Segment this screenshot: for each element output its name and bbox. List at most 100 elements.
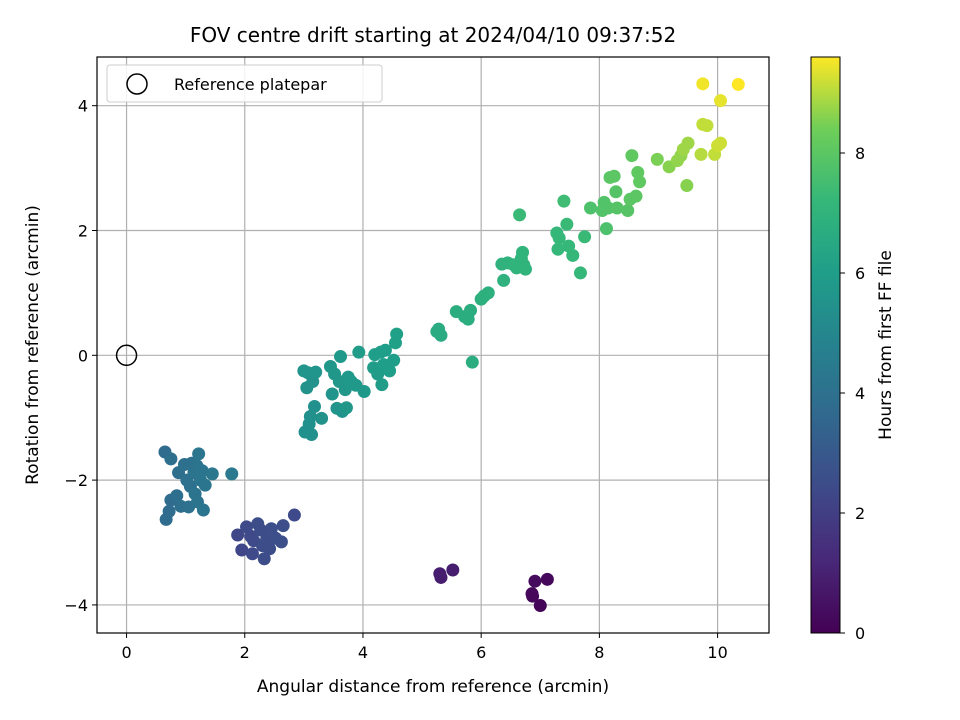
reference-point-layer xyxy=(115,344,138,367)
data-point xyxy=(339,401,353,415)
data-point xyxy=(714,94,728,108)
y-tick-label: −2 xyxy=(64,471,88,490)
data-point xyxy=(573,266,587,280)
data-point xyxy=(610,201,624,215)
data-point xyxy=(309,365,323,379)
data-point xyxy=(533,599,547,613)
data-point xyxy=(287,508,301,522)
colorbar-tick-label: 4 xyxy=(855,384,865,403)
data-point xyxy=(481,286,495,300)
data-point xyxy=(434,328,448,342)
colorbar-tick-label: 2 xyxy=(855,504,865,523)
data-point xyxy=(375,378,389,392)
data-point xyxy=(446,563,460,577)
data-point xyxy=(465,355,479,369)
data-point xyxy=(552,231,566,245)
data-point xyxy=(315,411,329,425)
x-tick-label: 8 xyxy=(594,643,604,662)
data-point xyxy=(516,245,530,259)
data-point xyxy=(303,409,317,423)
legend-marker-reference xyxy=(126,73,148,95)
data-point xyxy=(231,528,245,542)
data-point xyxy=(192,447,206,461)
data-point xyxy=(378,343,392,357)
data-point xyxy=(195,464,209,478)
data-point xyxy=(263,542,277,556)
colorbar-tick-label: 0 xyxy=(855,624,865,643)
data-point xyxy=(578,230,592,244)
data-point xyxy=(497,273,511,287)
data-point xyxy=(714,136,728,150)
reference-platepar-marker xyxy=(115,344,138,367)
colorbar-ticks: 0 2 4 6 8 xyxy=(840,144,865,643)
data-point xyxy=(257,552,271,566)
data-point xyxy=(680,179,694,193)
data-point xyxy=(625,149,639,163)
data-point xyxy=(528,574,542,588)
data-point xyxy=(170,489,184,503)
x-tick-label: 0 xyxy=(121,643,131,662)
data-point xyxy=(700,119,714,133)
y-tick-label: −4 xyxy=(64,596,88,615)
data-point xyxy=(254,523,268,537)
data-point xyxy=(196,503,210,517)
data-point xyxy=(205,467,219,481)
data-point xyxy=(560,217,574,231)
data-point xyxy=(513,208,527,222)
data-point xyxy=(357,384,371,398)
data-point xyxy=(557,194,571,208)
data-point xyxy=(599,222,613,236)
x-axis-ticks: 0 2 4 6 8 10 xyxy=(121,633,728,662)
legend-entry-reference: Reference platepar xyxy=(174,75,327,94)
data-point xyxy=(694,147,708,161)
data-point xyxy=(584,201,598,215)
data-point xyxy=(305,428,319,442)
colorbar-tick-label: 8 xyxy=(855,144,865,163)
data-point xyxy=(274,535,288,549)
data-point xyxy=(371,367,385,381)
data-point xyxy=(325,387,339,401)
data-point xyxy=(540,572,554,586)
data-point xyxy=(390,327,404,341)
data-point xyxy=(650,152,664,166)
data-point xyxy=(225,467,239,481)
data-point xyxy=(464,303,478,317)
chart-title: FOV centre drift starting at 2024/04/10 … xyxy=(190,23,676,47)
data-point xyxy=(235,543,249,557)
x-tick-label: 2 xyxy=(240,643,250,662)
data-point xyxy=(276,519,290,533)
legend-box xyxy=(106,64,383,103)
data-point xyxy=(162,504,176,518)
x-tick-label: 4 xyxy=(358,643,368,662)
data-point xyxy=(518,262,532,276)
data-point xyxy=(383,364,397,378)
data-point xyxy=(551,242,565,256)
y-axis-label: Rotation from reference (arcmin) xyxy=(23,205,43,485)
data-point xyxy=(307,399,321,413)
x-axis-label: Angular distance from reference (arcmin) xyxy=(257,677,609,697)
data-point xyxy=(434,570,448,584)
legend: Reference platepar xyxy=(106,64,383,103)
y-axis-ticks: −4 −2 0 2 4 xyxy=(64,97,97,615)
x-tick-label: 10 xyxy=(707,643,727,662)
y-tick-label: 2 xyxy=(78,221,88,240)
data-point xyxy=(387,353,401,367)
data-point xyxy=(633,175,647,189)
data-point xyxy=(696,77,710,91)
y-tick-label: 4 xyxy=(78,97,88,116)
colorbar: 0 2 4 6 8 Hours from first FF file xyxy=(810,56,896,643)
data-point xyxy=(731,77,745,91)
data-point xyxy=(607,169,621,183)
data-point xyxy=(566,248,580,262)
x-tick-label: 6 xyxy=(476,643,486,662)
colorbar-label: Hours from first FF file xyxy=(876,250,896,440)
data-point xyxy=(681,136,695,150)
data-points xyxy=(158,77,745,613)
grid-lines xyxy=(97,57,769,633)
data-point xyxy=(609,185,623,199)
data-point xyxy=(334,350,348,364)
data-point xyxy=(629,189,643,203)
data-point xyxy=(198,478,212,492)
data-point xyxy=(164,452,178,466)
